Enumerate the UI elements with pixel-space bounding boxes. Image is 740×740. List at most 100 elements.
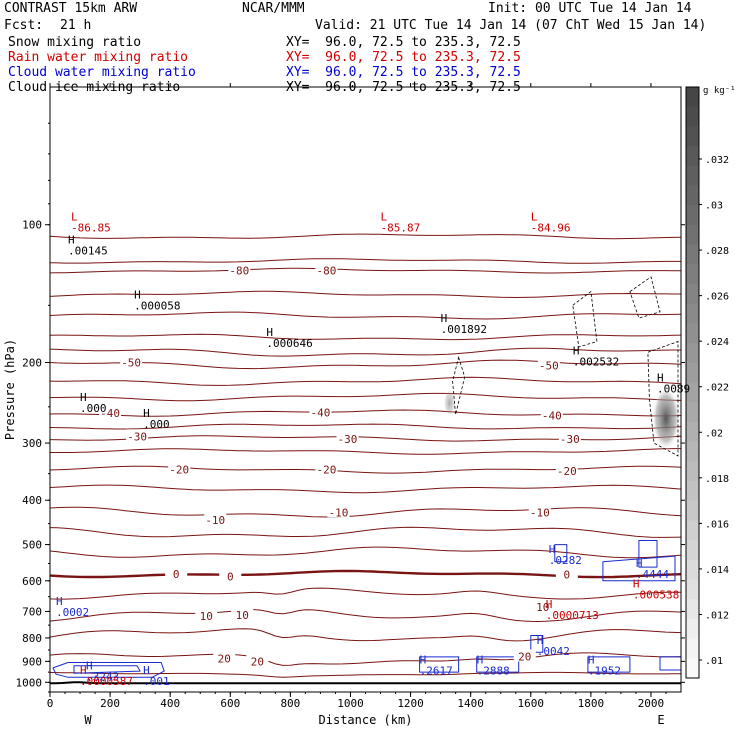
- xy-cloud-ice: XY= 96.0, 72.5 to 235.3, 72.5: [286, 80, 521, 95]
- colorbar-tick-label: .01: [705, 656, 723, 667]
- isotherm-label-bg: [120, 355, 143, 368]
- x-tick-label: 200: [100, 697, 120, 710]
- extremum-value: .4444: [636, 568, 669, 581]
- y-tick-label: 500: [22, 539, 42, 552]
- isotherm-label-bg: [555, 567, 578, 580]
- extremum-mark: H: [266, 326, 273, 339]
- isotherm-label: -80: [317, 265, 337, 278]
- x-tick-label: 1200: [397, 697, 424, 710]
- extremum-value: .00145: [68, 245, 108, 258]
- isotherm-label-bg: [246, 654, 269, 667]
- isotherm-line: [49, 233, 682, 240]
- isotherm-label-bg: [315, 263, 338, 276]
- isotherm-line: [49, 465, 682, 474]
- extremum-value: .000: [143, 418, 170, 431]
- cloud-water-line: [530, 635, 544, 653]
- isotherm-label-bg: [555, 463, 578, 476]
- init-label: Init: 00 UTC Tue 14 Jan 14: [488, 1, 692, 16]
- extremum-value: .002532: [573, 355, 619, 368]
- y-tick-label: 300: [22, 437, 42, 450]
- isotherm-label: 0: [227, 570, 234, 583]
- isotherm-label-bg: [309, 405, 332, 418]
- isotherm-line: [49, 409, 682, 417]
- colorbar-segment: [686, 520, 699, 541]
- x-tick-label: 1600: [518, 697, 545, 710]
- isotherm-label: 10: [236, 609, 249, 622]
- extremum-value: .3243: [86, 671, 119, 684]
- extremum-value: .0282: [549, 554, 582, 567]
- extremum-value: .0000713: [546, 609, 599, 622]
- isotherm-label: 0: [564, 569, 571, 582]
- isotherm-label-bg: [213, 651, 236, 664]
- extremum-value: .001892: [441, 323, 487, 336]
- cloud-water-line: [587, 656, 631, 673]
- colorbar-tick-label: .024: [705, 337, 729, 348]
- extremum-mark: H: [588, 654, 595, 667]
- isotherm-line: [49, 484, 682, 494]
- extremum-value: .000058: [134, 300, 180, 313]
- colorbar-segment: [686, 618, 699, 640]
- cloud-water-line: [73, 665, 141, 674]
- isotherm-label-bg: [540, 408, 563, 421]
- extremum-mark: H: [657, 371, 664, 384]
- isotherm-line: [49, 569, 682, 579]
- fcst-value: 21 h: [60, 18, 92, 33]
- isotherm-label-bg: [219, 569, 242, 582]
- isotherm-line: [49, 671, 682, 678]
- extremum-mark: H: [549, 543, 556, 556]
- extremum-value: .000646: [266, 337, 312, 350]
- colorbar-segment: [686, 224, 699, 246]
- colorbar-segment: [686, 481, 699, 502]
- extremum-mark: H: [633, 577, 640, 590]
- colorbar-tick-label: .014: [705, 565, 729, 576]
- isotherm-line: [49, 609, 682, 623]
- extremum-mark: L: [381, 211, 388, 224]
- extremum-mark: H: [546, 598, 553, 611]
- x-tick-label: 1800: [578, 697, 605, 710]
- isotherm-line: [49, 290, 681, 299]
- isotherm-contours: [49, 233, 682, 678]
- isotherm-label-bg: [204, 513, 227, 526]
- colorbar-tick-label: .03: [705, 201, 723, 212]
- isotherm-label: -20: [169, 464, 189, 477]
- extremum-value: .1952: [588, 665, 621, 678]
- extremum-value: .0000587: [80, 675, 133, 688]
- colorbar-segment: [686, 205, 699, 226]
- colorbar-segment: [686, 461, 699, 482]
- isotherm-label: -10: [530, 506, 550, 519]
- isotherm-label-bg: [537, 358, 560, 371]
- direction-west: W: [84, 713, 92, 727]
- y-tick-label: 200: [22, 356, 42, 369]
- colorbar-segment: [686, 559, 699, 580]
- y-tick-label: 700: [22, 605, 42, 618]
- isotherm-label: -20: [557, 465, 577, 478]
- xy-snow: XY= 96.0, 72.5 to 235.3, 72.5: [286, 35, 521, 50]
- colorbar-tick-label: .02: [705, 428, 723, 439]
- isotherm-line: [49, 652, 682, 666]
- isotherm-label: 10: [200, 610, 213, 623]
- x-axis-title: Distance (km): [319, 713, 413, 727]
- colorbar-segment: [686, 323, 699, 344]
- cloud-water-line: [554, 544, 568, 563]
- isotherm-label-bg: [126, 429, 149, 442]
- cloud-ice-line: [629, 276, 661, 319]
- field-snow: Snow mixing ratio: [8, 35, 142, 50]
- x-tick-label: 600: [220, 697, 240, 710]
- x-tick-label: 1400: [457, 697, 484, 710]
- isotherm-line: [49, 267, 681, 274]
- isotherm-label: -40: [310, 406, 330, 419]
- isotherm-line: [49, 258, 681, 264]
- colorbar-tick-label: .032: [705, 155, 729, 166]
- isotherm-label-bg: [558, 432, 581, 445]
- colorbar-segment: [686, 402, 699, 423]
- colorbar-segment: [686, 126, 699, 147]
- y-axis-title: Pressure (hPa): [3, 339, 17, 440]
- isotherm-label-bg: [231, 608, 254, 621]
- valid-label: Valid: 21 UTC Tue 14 Jan 14 (07 ChT Wed …: [315, 18, 707, 33]
- extremum-mark: H: [537, 634, 544, 647]
- extremum-mark: H: [636, 557, 643, 570]
- y-tick-label: 800: [22, 632, 42, 645]
- x-tick-label: 400: [160, 697, 180, 710]
- colorbar-segment: [686, 146, 699, 167]
